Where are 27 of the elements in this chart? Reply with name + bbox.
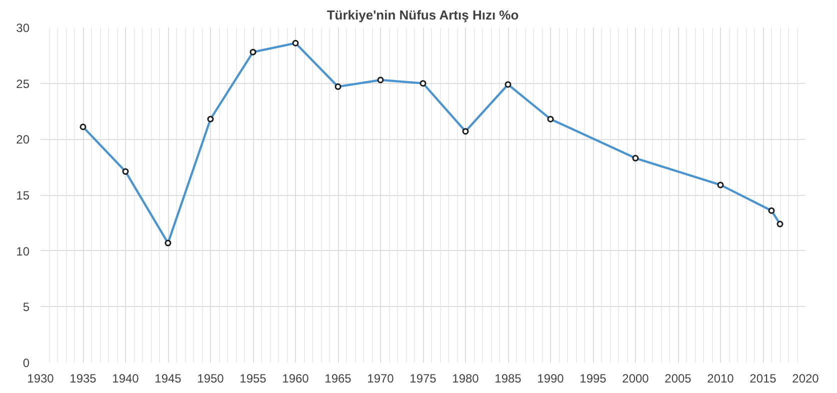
x-tick-label: 1945 [154, 372, 182, 386]
x-tick-label: 1975 [410, 372, 437, 386]
y-tick-label: 20 [16, 132, 30, 147]
y-tick-label: 10 [16, 244, 30, 258]
x-tick-label: 2000 [622, 372, 650, 386]
x-tick-label: 2010 [707, 372, 734, 386]
x-tick-label: 1960 [282, 372, 310, 386]
y-tick-label: 15 [16, 188, 30, 202]
x-tick-label: 1965 [324, 372, 352, 386]
chart-title: Türkiye'nin Nüfus Artış Hızı %o [326, 8, 519, 22]
y-tick-label: 25 [16, 76, 30, 91]
x-tick-label: 2020 [792, 372, 820, 386]
y-tick-label: 30 [16, 21, 30, 35]
x-tick-label: 1930 [27, 372, 54, 386]
x-tick-label: 1995 [580, 372, 607, 386]
x-tick-label: 2005 [664, 372, 692, 386]
x-tick-label: 1935 [70, 372, 97, 386]
x-tick-label: 1950 [197, 372, 224, 386]
y-tick-label: 0 [22, 356, 30, 370]
x-tick-label: 1955 [240, 372, 267, 386]
x-tick-label: 1980 [452, 372, 480, 386]
x-tick-label: 2015 [750, 372, 777, 386]
x-tick-label: 1985 [494, 372, 522, 386]
x-tick-label: 1940 [112, 372, 140, 386]
x-tick-label: 1970 [367, 372, 394, 386]
y-tick-label: 5 [22, 300, 30, 314]
x-tick-label: 1990 [537, 372, 564, 386]
